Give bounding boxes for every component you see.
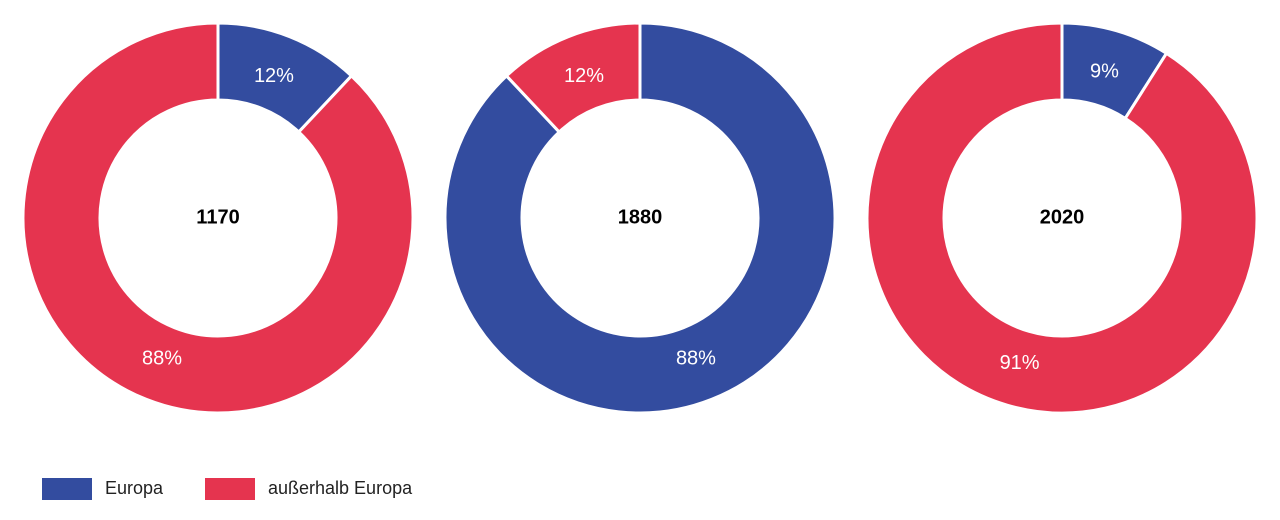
legend-swatch: [205, 478, 255, 500]
chart-title: 1880: [618, 206, 663, 228]
legend-label: Europa: [105, 478, 164, 498]
donut-slice: [21, 21, 415, 415]
legend-label: außerhalb Europa: [268, 478, 413, 498]
data-label: 88%: [676, 348, 716, 370]
donut-slice: [443, 21, 837, 415]
data-label: 9%: [1090, 60, 1119, 82]
legend-swatch: [42, 478, 92, 500]
data-label: 91%: [1000, 352, 1040, 374]
data-label: 88%: [142, 348, 182, 370]
data-label: 12%: [254, 65, 294, 87]
data-label: 12%: [564, 65, 604, 87]
chart-title: 1170: [196, 206, 239, 228]
donut-slice: [504, 21, 642, 135]
chart-title: 2020: [1040, 206, 1085, 228]
donut-slice: [865, 21, 1259, 415]
